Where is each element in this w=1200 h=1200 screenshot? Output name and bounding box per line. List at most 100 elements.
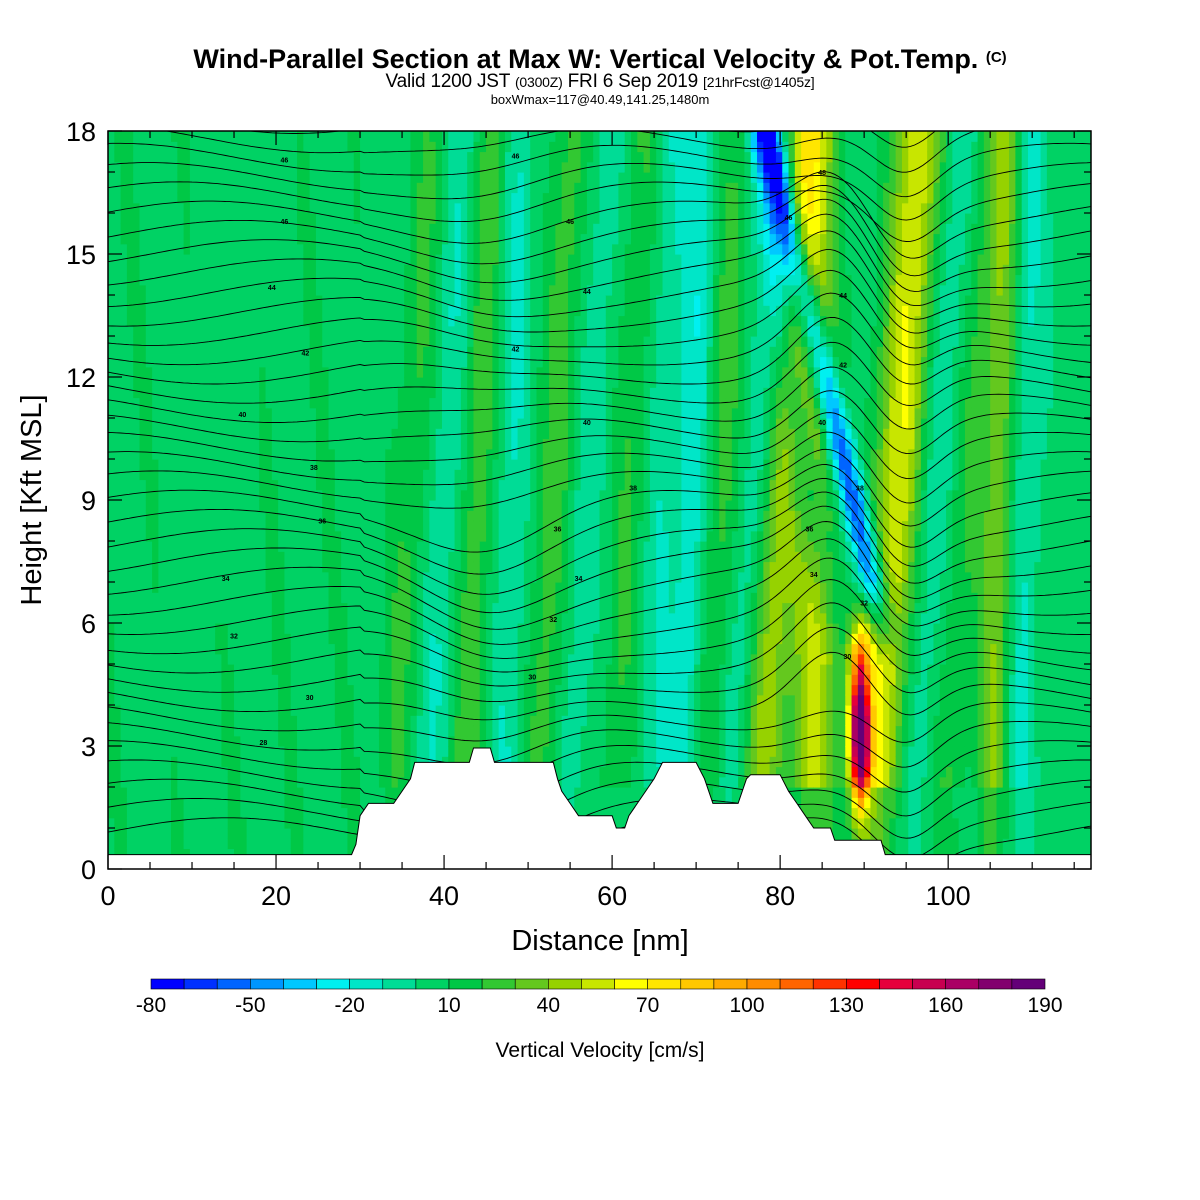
theta-contour xyxy=(108,316,1091,385)
colorbar-swatch xyxy=(978,978,1013,990)
y-tick-label: 3 xyxy=(81,732,96,762)
theta-contour xyxy=(108,142,1091,198)
colorbar-swatch xyxy=(945,978,980,990)
copyright-mark: (C) xyxy=(985,49,1007,66)
contour-label: 34 xyxy=(222,576,230,583)
contour-label: 38 xyxy=(629,486,637,493)
colorbar-swatch xyxy=(183,978,218,990)
theta-contour xyxy=(108,602,1091,687)
colorbar-tick-label: -80 xyxy=(136,994,166,1017)
valid-prefix: Valid 1200 JST xyxy=(385,71,511,92)
colorbar-swatch xyxy=(614,978,648,990)
y-tick-label: 15 xyxy=(66,240,96,270)
theta-contour xyxy=(108,269,1091,349)
theta-contour xyxy=(108,759,1091,817)
colorbar-swatch xyxy=(581,978,615,990)
theta-contour xyxy=(108,478,1091,575)
theta-contour xyxy=(108,431,1091,504)
theta-contour xyxy=(108,505,1091,614)
terrain xyxy=(107,747,1092,870)
y-tick-label: 12 xyxy=(66,363,96,393)
chart-subtitle: Valid 1200 JST (0300Z) FRI 6 Sep 2019 [2… xyxy=(0,71,1200,93)
theta-contour xyxy=(108,557,1091,659)
box-info: boxWmax=117@40.49,141.25,1480m xyxy=(490,92,710,107)
theta-contour xyxy=(108,464,1091,553)
x-axis-label: Distance [nm] xyxy=(511,925,688,957)
theta-contour xyxy=(108,651,1091,721)
contour-label: 42 xyxy=(512,346,520,353)
contour-label: 30 xyxy=(528,674,536,681)
colorbar-swatch xyxy=(713,978,748,990)
contour-label: 32 xyxy=(549,617,557,624)
colorbar-swatch xyxy=(879,978,913,990)
potential-temperature-contours xyxy=(108,131,1091,869)
theta-contour xyxy=(108,230,1091,320)
theta-contour xyxy=(108,740,1091,793)
theta-contour xyxy=(108,491,1091,595)
x-tick-label: 0 xyxy=(100,881,115,911)
contour-label: 46 xyxy=(281,158,289,165)
colorbar-swatch xyxy=(481,978,516,990)
colorbar-swatch xyxy=(846,978,880,990)
contour-label: 44 xyxy=(583,289,591,296)
theta-contour xyxy=(108,521,1091,630)
theta-contour xyxy=(108,366,1091,430)
colorbar-tick-label: 190 xyxy=(1027,994,1062,1017)
theta-contour xyxy=(108,778,1091,839)
chart-title: Wind-Parallel Section at Max W: Vertical… xyxy=(0,44,1200,75)
theta-contour xyxy=(108,171,1091,259)
contour-label: 40 xyxy=(818,420,826,427)
colorbar-tick-label: 130 xyxy=(829,994,864,1017)
colorbar-swatch xyxy=(746,978,781,990)
colorbar-swatch xyxy=(1011,978,1046,990)
x-tick-label: 40 xyxy=(429,881,459,911)
y-tick-label: 18 xyxy=(66,117,96,147)
theta-contour xyxy=(163,131,977,173)
colorbar-swatch xyxy=(250,978,284,990)
colorbar-swatch xyxy=(647,978,682,990)
contour-label: 28 xyxy=(260,740,268,747)
colorbar-swatch xyxy=(216,978,251,990)
contour-label: 46 xyxy=(785,215,793,222)
colorbar-swatch xyxy=(283,978,317,990)
colorbar-swatch xyxy=(514,978,549,990)
colorbar-swatch xyxy=(382,978,417,990)
y-tick-label: 9 xyxy=(81,486,96,516)
colorbar-tick-label: 70 xyxy=(636,994,659,1017)
colorbar-swatch xyxy=(812,978,847,990)
theta-contour xyxy=(108,798,1091,862)
colorbar-swatch xyxy=(415,978,450,990)
contour-label: 42 xyxy=(839,363,847,370)
contour-label: 46 xyxy=(281,219,289,226)
contour-label: 38 xyxy=(856,486,864,493)
contour-label: 32 xyxy=(230,633,238,640)
contour-label: 32 xyxy=(860,601,868,608)
colorbar-swatch xyxy=(150,978,185,990)
colorbar-swatch xyxy=(912,978,946,990)
valid-date: FRI 6 Sep 2019 xyxy=(567,71,698,92)
contour-label: 44 xyxy=(839,293,847,300)
x-tick-label: 80 xyxy=(765,881,795,911)
colorbar-tick-label: 10 xyxy=(437,994,460,1017)
theta-contour xyxy=(108,390,1091,455)
contour-label: 34 xyxy=(575,576,583,583)
colorbar: -80 -50 -20 10 40 70 100 130 160 190 xyxy=(136,978,1063,1017)
theta-contour xyxy=(108,181,1091,242)
theta-contour xyxy=(108,626,1091,703)
y-tick-label: 0 xyxy=(81,855,96,885)
colorbar-tick-label: 160 xyxy=(928,994,963,1017)
contour-label: 48 xyxy=(818,170,826,177)
colorbar-swatch xyxy=(448,978,483,990)
contour-label: 34 xyxy=(810,572,818,579)
colorbar-label: Vertical Velocity [cm/s] xyxy=(496,1039,705,1062)
terrain-profile xyxy=(107,747,1092,870)
chart-title-text: Wind-Parallel Section at Max W: Vertical… xyxy=(193,44,979,74)
colorbar-tick-label: -20 xyxy=(334,994,364,1017)
vertical-velocity-field xyxy=(108,131,1091,869)
y-tick-label: 6 xyxy=(81,609,96,639)
contour-label: 38 xyxy=(310,465,318,472)
contour-label: 36 xyxy=(806,527,814,534)
theta-contour xyxy=(108,412,1091,480)
theta-contour xyxy=(108,579,1091,673)
